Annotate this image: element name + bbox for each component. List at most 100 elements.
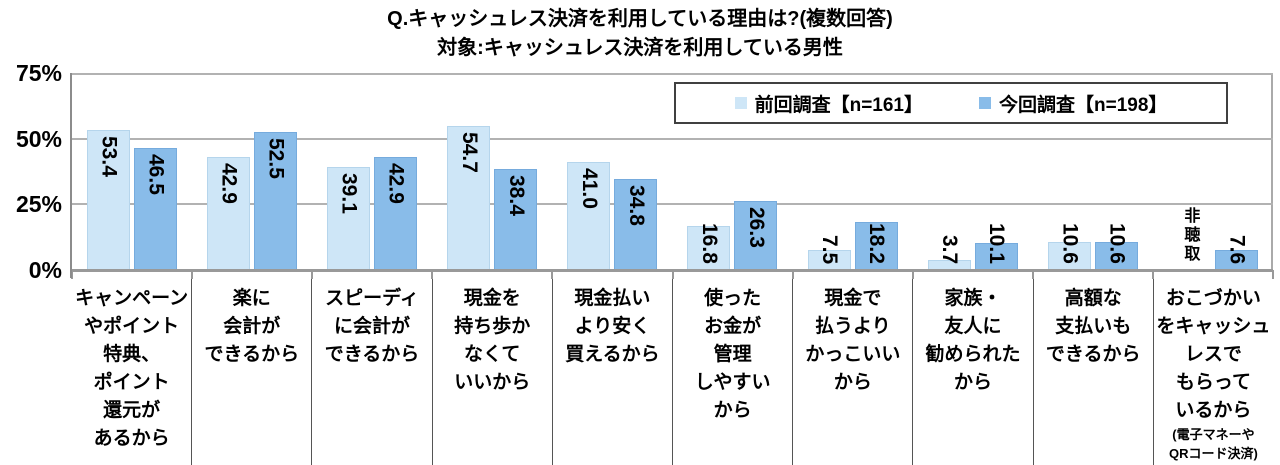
y-tick-0: 0% (28, 257, 62, 283)
axis-tick (71, 270, 73, 279)
category-label-line: 使った (704, 288, 762, 309)
category-label-line: をキャッシュ (1156, 316, 1271, 337)
category-label-line: 現金払い (574, 288, 651, 309)
category-label: 楽に会計ができるから (191, 279, 311, 465)
category-label-line: 還元が (103, 400, 161, 421)
category-label: 現金払いより安く買えるから (551, 279, 672, 465)
legend: 前回調査【n=161】 今回調査【n=198】 (674, 82, 1228, 124)
bar (254, 132, 298, 270)
bar-value-label: 42.9 (217, 163, 241, 205)
y-tick-25: 25% (15, 191, 62, 217)
x-axis-line (72, 269, 1273, 272)
bar-group: 16.8 26.3 (672, 73, 792, 270)
bar (447, 126, 491, 270)
category-label-line: できるから (1045, 344, 1141, 365)
axis-tick (551, 270, 554, 279)
category-label-line: から (954, 372, 993, 393)
axis-tick (1151, 270, 1154, 279)
category-label-line: レスで (1184, 344, 1242, 365)
bar-value-label: 53.4 (97, 135, 121, 177)
category-label-line: 買えるから (565, 344, 660, 365)
category-label-line: 会計が (223, 316, 281, 337)
axis-tick (1272, 270, 1274, 279)
bar (134, 147, 177, 270)
axis-ticks (71, 270, 1274, 279)
category-label-line: できるから (204, 344, 300, 365)
axis-tick (911, 270, 914, 279)
category-label-line: キャンペーン (75, 288, 189, 309)
bar-value-label: 26.3 (744, 206, 768, 248)
category-label: スピーディ に会計が できるから (311, 279, 431, 465)
chart-subtitle: 対象:キャッシュレス決済を利用している男性 (437, 37, 843, 59)
bar-value-label: 46.5 (144, 153, 168, 195)
category-label-line: 家族・ (944, 288, 1002, 309)
category-label-line: 管理 (713, 344, 752, 365)
category-label-line: 現金で (824, 288, 882, 309)
category-label-line: 楽に (232, 288, 271, 309)
y-axis-line (70, 73, 72, 278)
category-label-line: より安く (574, 316, 651, 337)
bar (494, 169, 538, 270)
bar-value-label: 10.1 (985, 223, 1009, 264)
axis-tick (191, 270, 194, 279)
category-label-line: 友人に (944, 316, 1002, 337)
bar-group: 10.6 10.6 (1033, 73, 1153, 270)
category-label: 現金で払うよりかっこいいから (792, 279, 912, 465)
bar-value-label: 10.6 (1058, 223, 1082, 264)
y-tick-75: 75% (15, 60, 62, 86)
bar-group: 54.7 38.4 (432, 73, 552, 270)
category-label-line: から (713, 400, 752, 421)
plot-right-border (1271, 73, 1273, 271)
bar-value-label: 34.8 (624, 184, 648, 226)
category-label-line: 払うより (815, 316, 891, 337)
bar (567, 162, 611, 270)
category-label-line: から (833, 372, 872, 393)
category-label-line: いいから (454, 372, 531, 393)
category-label-line: もらって (1175, 372, 1251, 393)
bar-value-label: 7.6 (1225, 234, 1249, 264)
bar-value-label: 39.1 (337, 173, 361, 215)
bars-layer: 53.4 46.5 42.9 52.5 39.1 42.9 54.7 38.4 41.0 34.8… (72, 73, 1273, 270)
bar-value-label: 38.4 (504, 175, 528, 216)
category-label-line: おこづかい (1165, 288, 1261, 309)
category-label-note: (電子マネーや (1172, 427, 1255, 442)
legend-label-current: 今回調査【n=198】 (999, 94, 1168, 116)
bar-value-label: 52.5 (264, 138, 288, 179)
category-label-line: 現金を (463, 288, 521, 309)
category-label-line: やポイント (84, 316, 180, 337)
bar (374, 157, 418, 270)
bar-value-label: 10.6 (1105, 223, 1129, 264)
axis-tick (431, 270, 434, 279)
y-tick-50: 50% (15, 126, 62, 152)
bar (327, 167, 371, 270)
category-label-line: お金が (704, 316, 762, 337)
category-labels: キャンペーン やポイント 特典、 ポイント 還元が あるから 楽に 会計が できるから スピーディ… (72, 279, 1273, 465)
axis-tick (311, 270, 314, 279)
bar (87, 129, 130, 270)
legend-swatch-previous-icon (734, 97, 747, 109)
category-label: 高額な 支払いも できるから (1032, 279, 1153, 465)
axis-tick (791, 270, 794, 279)
legend-item-previous: 前回調査【n=161】 (734, 90, 923, 117)
category-label: キャンペーン やポイント 特典、 ポイント 還元が あるから (72, 279, 191, 465)
missing-value-label: 非聴取 (1181, 207, 1199, 264)
gridline-50 (72, 138, 1273, 140)
category-label-line: できるから (324, 344, 420, 365)
legend-swatch-current-icon (979, 97, 991, 109)
category-label-line: いるから (1175, 400, 1252, 421)
chart-title-block: Q.キャッシュレス決済を利用している理由は?(複数回答) 対象:キャッシュレス決… (0, 5, 1280, 63)
axis-tick (671, 270, 674, 279)
bar-value-label: 3.7 (938, 234, 962, 264)
bar-value-label: 42.9 (384, 163, 408, 205)
bar-value-label: 16.8 (697, 223, 721, 264)
bar-group: 7.5 18.2 (793, 73, 913, 270)
bar-group: 39.1 42.9 (312, 73, 432, 270)
bar (974, 243, 1018, 270)
category-label: 家族・ 友人に 勧められた から (912, 279, 1032, 465)
category-label-line: かっこいい (805, 344, 901, 365)
bar-value-label: 18.2 (865, 223, 889, 264)
category-label-note: QRコード決済) (1169, 446, 1258, 461)
gridline-25 (72, 203, 1273, 205)
category-label: おこづかいをキャッシュ レスでもらっているから (電子マネーや QRコード決済) (1152, 279, 1273, 465)
